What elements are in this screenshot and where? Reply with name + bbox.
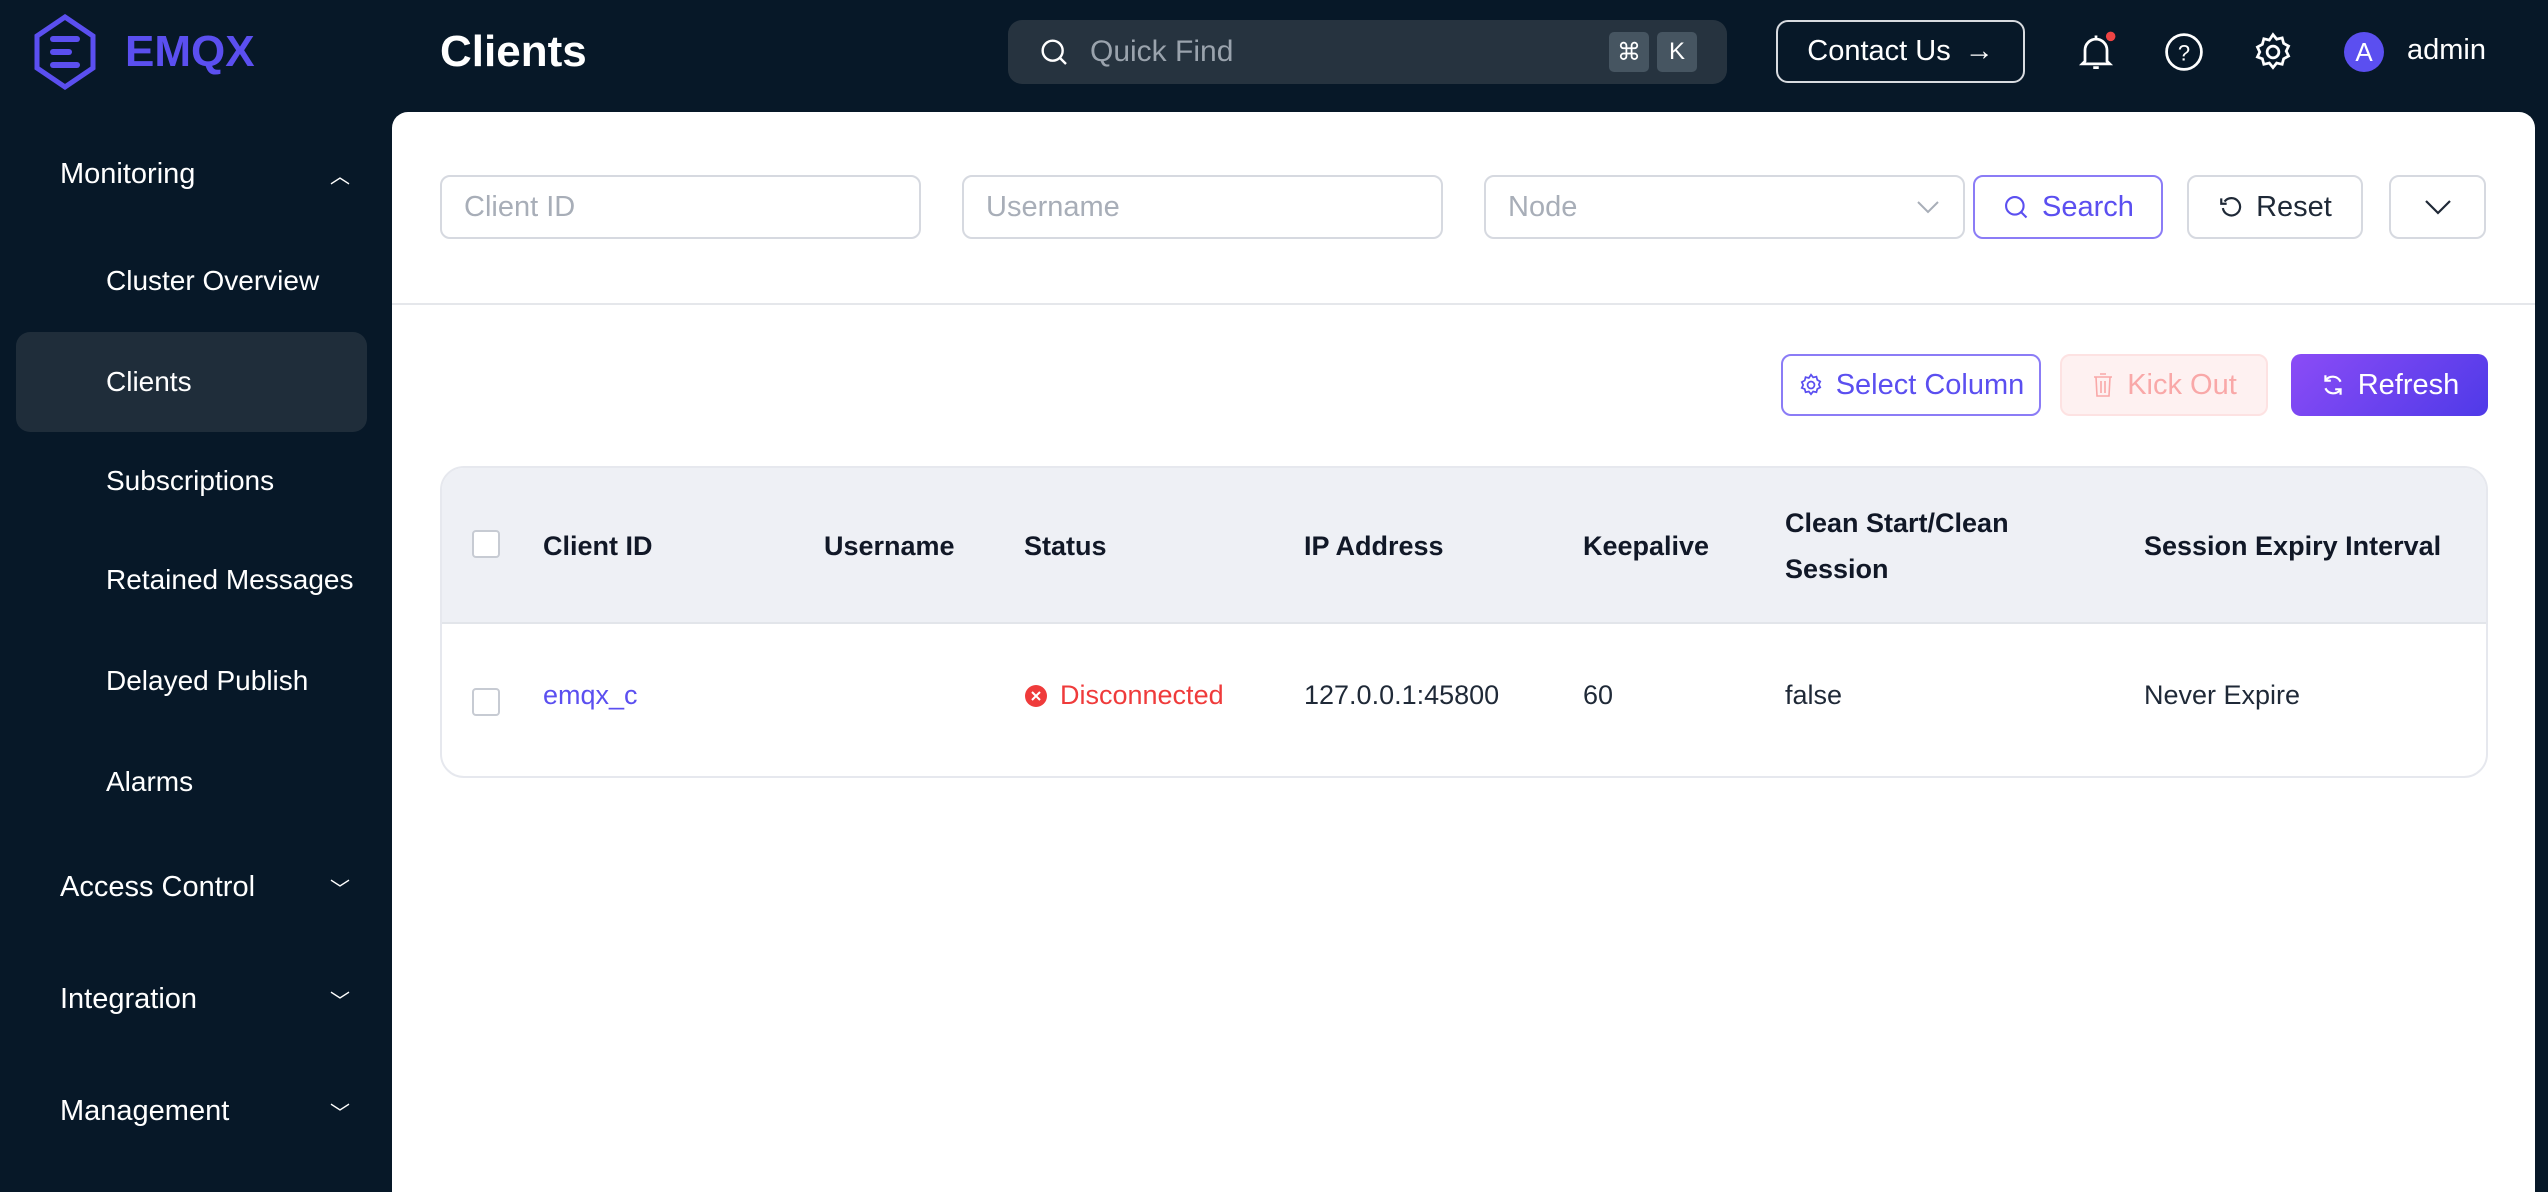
settings-gear-icon[interactable] [2251,30,2295,74]
cmd-key: ⌘ [1609,32,1649,72]
kick-out-button[interactable]: Kick Out [2060,354,2268,416]
refresh-button[interactable]: Refresh [2291,354,2488,416]
page-title: Clients [440,27,587,76]
ip-cell: 127.0.0.1:45800 [1304,680,1500,710]
sidebar-group-monitoring[interactable]: Monitoring ︿ [60,149,350,199]
username-label[interactable]: admin [2407,34,2486,66]
quick-find-placeholder: Quick Find [1090,35,1234,68]
k-key: K [1657,32,1697,72]
reset-icon [2220,197,2242,217]
help-icon[interactable]: ? [2162,30,2206,74]
label: Select Column [1835,368,2025,401]
bell-icon[interactable] [2074,30,2118,74]
refresh-icon [2324,375,2342,395]
sidebar-item-subscriptions[interactable]: Subscriptions [16,431,367,531]
item-label: Delayed Publish [106,665,309,696]
col-keepalive[interactable]: Keepalive [1583,531,1710,561]
chevron-down-icon [1917,201,1939,214]
notification-dot [2105,31,2116,42]
col-clean-start[interactable]: Clean Start/Clean Session [1785,508,2009,584]
quick-find-input[interactable]: Quick Find ⌘ K [1008,20,1727,84]
search-icon [1041,39,1067,65]
sidebar-item-cluster-overview[interactable]: Cluster Overview [16,231,367,331]
logo-text: EMQX [125,27,255,76]
search-icon [2005,196,2028,219]
col-status[interactable]: Status [1024,531,1107,561]
keepalive-cell: 60 [1583,680,1614,710]
sidebar-item-clients[interactable]: Clients [16,332,367,432]
col-ip-address[interactable]: IP Address [1304,531,1444,561]
sidebar-item-retained-messages[interactable]: Retained Messages [16,530,367,630]
label: Reset [2256,190,2332,223]
gear-icon [1800,373,1822,396]
chevron-up-icon: ︿ [330,165,350,188]
item-label: Retained Messages [106,564,354,595]
group-label: Access Control [60,870,256,903]
error-circle-icon [1025,684,1047,707]
expand-filters-button[interactable] [2389,175,2486,239]
node-select[interactable]: Node [1484,175,1965,239]
search-button[interactable]: Search [1973,175,2163,239]
status-badge: Disconnected [1024,680,1224,711]
label: Refresh [2357,368,2460,401]
svg-text:?: ? [2178,40,2190,65]
status-text: Disconnected [1060,680,1224,710]
arrow-right-icon: → [1964,35,1994,67]
placeholder: Client ID [464,190,576,223]
client-id-link[interactable]: emqx_c [543,680,638,710]
divider [392,303,2535,305]
session-expiry-cell: Never Expire [2144,680,2301,710]
chevron-down-icon: ﹀ [330,878,350,901]
col-username[interactable]: Username [824,531,955,561]
row-checkbox[interactable] [472,688,500,716]
contact-label: Contact Us [1807,35,1951,67]
chevron-down-icon: ﹀ [330,1102,350,1125]
col-client-id[interactable]: Client ID [543,531,653,561]
sidebar-group-integration[interactable]: Integration ﹀ [60,974,350,1024]
sidebar-item-alarms[interactable]: Alarms [16,732,367,832]
sidebar-item-delayed-publish[interactable]: Delayed Publish [16,631,367,731]
contact-us-button[interactable]: Contact Us → [1776,20,2025,83]
item-label: Subscriptions [106,465,275,496]
clients-table: Client ID Username Status IP Address Kee… [440,466,2488,778]
item-label: Clients [106,366,192,397]
label: Kick Out [2127,368,2237,401]
sidebar-group-access-control[interactable]: Access Control ﹀ [60,862,350,912]
group-label: Monitoring [60,157,196,190]
client-id-input[interactable]: Client ID [440,175,921,239]
content-card [392,112,2535,1192]
item-label: Cluster Overview [106,265,320,296]
col-session-expiry[interactable]: Session Expiry Interval [2144,531,2442,561]
trash-icon [2094,373,2113,397]
label: Search [2042,190,2134,223]
group-label: Management [60,1094,230,1127]
sidebar-group-management[interactable]: Management ﹀ [60,1086,350,1136]
placeholder: Node [1508,190,1578,223]
emqx-logo-icon [34,14,96,90]
chevron-down-icon: ﹀ [330,990,350,1013]
reset-button[interactable]: Reset [2187,175,2363,239]
table-header: Client ID Username Status IP Address Kee… [442,468,2486,624]
clean-start-cell: false [1785,680,1843,710]
placeholder: Username [986,190,1120,223]
select-column-button[interactable]: Select Column [1781,354,2041,416]
avatar[interactable]: A [2344,32,2384,72]
chevron-down-icon [2424,200,2451,215]
item-label: Alarms [106,766,194,797]
username-input[interactable]: Username [962,175,1443,239]
group-label: Integration [60,982,198,1015]
select-all-checkbox[interactable] [472,530,500,558]
